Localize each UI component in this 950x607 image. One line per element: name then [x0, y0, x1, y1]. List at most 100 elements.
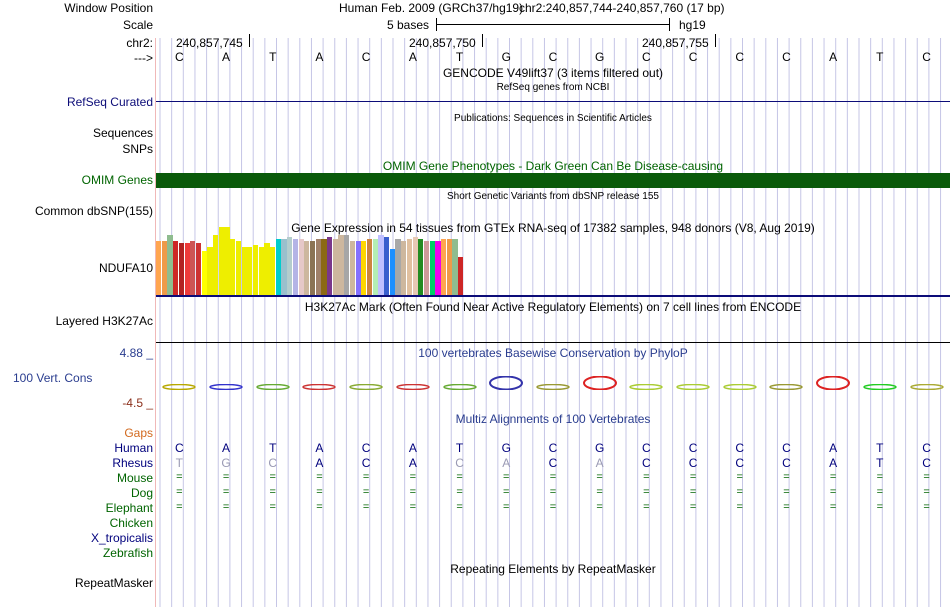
species-label[interactable]: X_tropicalis — [90, 531, 153, 545]
aligned-base: = — [736, 471, 743, 483]
aligned-base: C — [548, 441, 558, 455]
sequences-label[interactable]: Sequences — [92, 126, 153, 140]
gencode-track-title[interactable]: GENCODE V49lift37 (3 items filtered out) — [442, 66, 664, 80]
gtex-bar[interactable] — [321, 239, 327, 295]
h3k27ac-track-label[interactable]: Layered H3K27Ac — [55, 314, 153, 328]
gtex-bar[interactable] — [292, 239, 299, 295]
publications-track-title[interactable]: Publications: Sequences in Scientific Ar… — [454, 113, 652, 124]
gtex-bar[interactable] — [218, 227, 224, 295]
dbsnp-track-title[interactable]: Short Genetic Variants from dbSNP releas… — [447, 191, 659, 202]
aligned-base: = — [783, 486, 790, 498]
gtex-bar[interactable] — [309, 241, 316, 295]
strand-label: ---> — [134, 51, 153, 65]
refseq-track-label[interactable]: RefSeq Curated — [66, 95, 153, 109]
multiz-track-title[interactable]: Multiz Alignments of 100 Vertebrates — [455, 412, 651, 426]
gtex-bar[interactable] — [361, 241, 367, 295]
gtex-bar[interactable] — [195, 243, 202, 295]
gtex-bar[interactable] — [441, 239, 447, 295]
species-label[interactable]: Human — [114, 441, 153, 455]
aligned-base: = — [596, 501, 603, 513]
species-label[interactable]: Dog — [130, 486, 153, 500]
omim-track-label[interactable]: OMIM Genes — [81, 173, 153, 187]
gtex-bar[interactable] — [201, 251, 207, 295]
aligned-base: = — [176, 471, 183, 483]
gtex-bar[interactable] — [435, 241, 441, 295]
rmsk-track-title[interactable]: Repeating Elements by RepeatMasker — [450, 562, 656, 576]
gtex-bar[interactable] — [406, 239, 413, 295]
gtex-bar[interactable] — [401, 241, 407, 295]
omim-gene-bar[interactable] — [156, 173, 950, 188]
conservation-logo — [909, 384, 944, 390]
gtex-bar[interactable] — [298, 239, 304, 295]
gtex-bar[interactable] — [230, 239, 236, 295]
position-label[interactable]: chr2:240,857,744-240,857,760 (17 bp) — [519, 1, 725, 15]
gtex-bar[interactable] — [207, 247, 213, 295]
gtex-bar[interactable] — [173, 241, 179, 295]
aligned-base: A — [829, 441, 838, 455]
gtex-bar[interactable] — [213, 235, 219, 295]
aligned-base: = — [596, 486, 603, 498]
conservation-logo — [256, 384, 290, 390]
phylop-track-title[interactable]: 100 vertebrates Basewise Conservation by… — [418, 346, 688, 360]
cons-track-label[interactable]: 100 Vert. Cons — [13, 371, 93, 385]
conservation-logo — [162, 384, 197, 390]
logo-glyph — [162, 384, 197, 390]
gtex-bar[interactable] — [423, 241, 430, 295]
gtex-bar[interactable] — [281, 239, 287, 295]
gtex-bar[interactable] — [241, 247, 247, 295]
aligned-base: = — [549, 471, 557, 483]
conservation-logo — [582, 376, 617, 390]
gtex-bar[interactable] — [167, 235, 173, 295]
gtex-bar[interactable] — [184, 243, 190, 295]
scale-bar-right-tick — [669, 18, 670, 31]
gtex-bar[interactable] — [270, 247, 276, 295]
omim-track-title[interactable]: OMIM Gene Phenotypes - Dark Green Can Be… — [382, 159, 724, 173]
tick-mark-2 — [482, 34, 483, 47]
gtex-bar[interactable] — [389, 249, 395, 295]
dbsnp-track-label[interactable]: Common dbSNP(155) — [34, 204, 153, 218]
gtex-bar[interactable] — [372, 239, 378, 295]
gtex-bar[interactable] — [247, 247, 253, 295]
gtex-bar[interactable] — [287, 237, 293, 295]
gtex-bar[interactable] — [275, 239, 281, 295]
gtex-bar[interactable] — [355, 241, 361, 295]
gtex-bar[interactable] — [235, 241, 242, 295]
gtex-bar[interactable] — [384, 237, 390, 295]
gtex-bar[interactable] — [378, 235, 384, 295]
base-A: A — [408, 50, 417, 64]
gtex-bar[interactable] — [429, 241, 435, 295]
gtex-gene-label[interactable]: NDUFA10 — [98, 261, 153, 275]
gtex-bar[interactable] — [178, 243, 185, 295]
gtex-bar[interactable] — [446, 239, 452, 295]
gtex-bar[interactable] — [458, 257, 464, 295]
gtex-bar[interactable] — [258, 247, 264, 295]
gtex-bar[interactable] — [332, 239, 338, 295]
gtex-bar[interactable] — [366, 239, 373, 295]
gtex-bar[interactable] — [315, 239, 321, 295]
gtex-bar[interactable] — [156, 241, 162, 295]
gtex-bar[interactable] — [349, 241, 356, 295]
gtex-bar[interactable] — [264, 243, 270, 295]
gtex-track-title[interactable]: Gene Expression in 54 tissues from GTEx … — [291, 221, 815, 235]
gtex-bar[interactable] — [252, 245, 259, 295]
gtex-bar[interactable] — [418, 239, 424, 295]
species-label[interactable]: Elephant — [105, 501, 153, 515]
species-label[interactable]: Rhesus — [112, 456, 153, 470]
h3k27ac-track-title[interactable]: H3K27Ac Mark (Often Found Near Active Re… — [304, 300, 802, 314]
gtex-bar[interactable] — [344, 235, 350, 295]
gtex-bar[interactable] — [395, 239, 401, 295]
gtex-bar[interactable] — [161, 241, 167, 295]
aligned-base: = — [503, 486, 510, 498]
rmsk-track-label[interactable]: RepeatMasker — [74, 576, 153, 590]
snps-label[interactable]: SNPs — [122, 142, 153, 156]
gtex-bar[interactable] — [304, 241, 310, 295]
species-label[interactable]: Mouse — [116, 471, 153, 485]
gtex-bar[interactable] — [452, 239, 458, 295]
species-label[interactable]: Chicken — [109, 516, 153, 530]
gtex-bar[interactable] — [338, 235, 344, 295]
gtex-bar[interactable] — [190, 241, 196, 295]
species-label[interactable]: Zebrafish — [102, 546, 153, 560]
gtex-bar[interactable] — [224, 227, 230, 295]
gtex-bar[interactable] — [327, 237, 333, 295]
gtex-bar[interactable] — [412, 237, 418, 295]
